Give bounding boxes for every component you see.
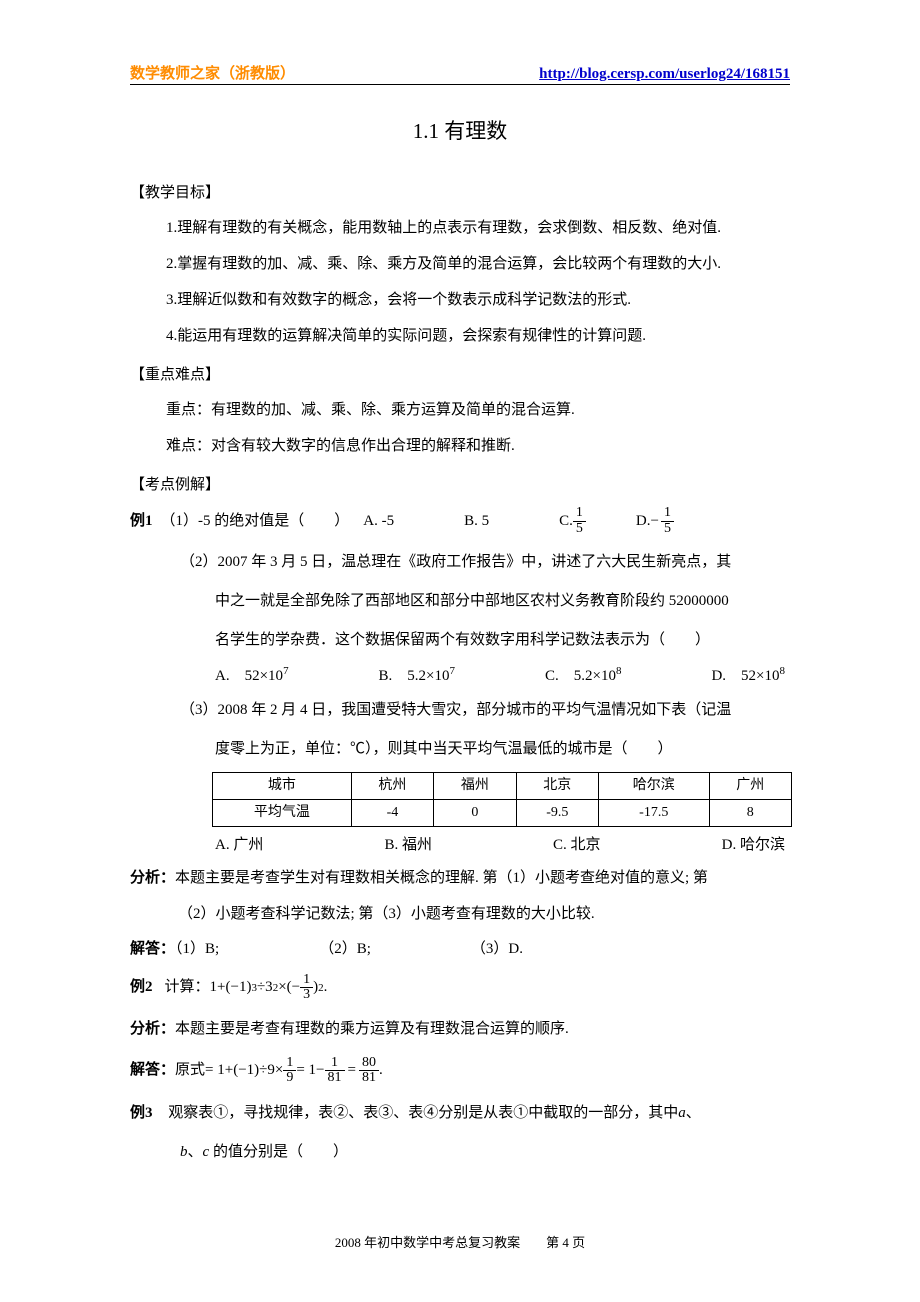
analysis1-cont: （2）小题考查科学记数法; 第（3）小题考查有理数的大小比较. [130,899,790,929]
header-left: 数学教师之家（浙教版） [130,62,295,86]
q2-line3: 名学生的学杂费．这个数据保留两个有效数字用科学记数法表示为（ ） [130,624,790,657]
chapter-title: 1.1 有理数 [130,115,790,149]
q1-optC: C. 15 [559,505,586,538]
answer1: 解答：（1）B; （2）B; （3）D. [130,937,790,961]
q1-optB: B. 5 [464,505,489,538]
example3-label: 例3 [130,1105,153,1121]
q1-optA: A. -5 [363,505,394,538]
example2-label: 例2 [130,971,153,1004]
solve2: 解答： 原式 = 1+(−1)÷9× 19 = 1− 181 = 8081 . [130,1054,790,1087]
analysis2-label: 分析： [130,1021,175,1037]
objective-1: 1.理解有理数的有关概念，能用数轴上的点表示有理数，会求倒数、相反数、绝对值. [130,213,790,243]
objective-2: 2.掌握有理数的加、减、乘、除、乘方及简单的混合运算，会比较两个有理数的大小. [130,249,790,279]
q2-optA: A. 52×107 [215,663,289,688]
q1-stem: （1）-5 的绝对值是（ ） [161,505,350,538]
q3-optB: B. 福州 [384,833,432,857]
table-row: 平均气温-40-9.5-17.58 [213,799,792,826]
q3-line2: 度零上为正，单位：℃），则其中当天平均气温最低的城市是（ ） [130,733,790,766]
q3-optD: D. 哈尔滨 [722,833,785,857]
solve2-label: 解答： [130,1054,175,1087]
example3: 例3 观察表①，寻找规律，表②、表③、表④分别是从表①中截取的一部分，其中a、 [130,1097,790,1130]
q2-options: A. 52×107 B. 5.2×107 C. 5.2×108 D. 52×10… [215,663,785,688]
temperature-table: 城市杭州福州北京哈尔滨广州 平均气温-40-9.5-17.58 [212,772,792,828]
header-rule [130,84,790,85]
q3-optC: C. 北京 [553,833,601,857]
example1-q1: 例1 （1）-5 的绝对值是（ ） A. -5 B. 5 C. 15 D. −1… [130,505,790,538]
analysis1: 分析：本题主要是考查学生对有理数相关概念的理解. 第（1）小题考查绝对值的意义;… [130,863,790,893]
example3-cont: b、c 的值分别是（ ） [130,1136,790,1169]
q3-options: A. 广州 B. 福州 C. 北京 D. 哈尔滨 [215,833,785,857]
objective-4: 4.能运用有理数的运算解决简单的实际问题，会探索有规律性的计算问题. [130,321,790,351]
q2-optB: B. 5.2×107 [379,663,455,688]
examples-heading: 【考点例解】 [130,473,790,497]
example2: 例2 计算： 1+(−1)3 ÷32 ×(− 13 )2 . [130,971,790,1004]
q2-line2: 中之一就是全部免除了西部地区和部分中部地区农村义务教育阶段约 52000000 [130,585,790,618]
page-footer: 2008 年初中数学中考总复习教案 第 4 页 [0,1233,920,1254]
q1-optD: D. −15 [636,505,674,538]
q3-line1: （3）2008 年 2 月 4 日，我国遭受特大雪灾，部分城市的平均气温情况如下… [130,694,790,727]
keys-heading: 【重点难点】 [130,363,790,387]
answer-label: 解答： [130,941,175,957]
analysis2: 分析：本题主要是考查有理数的乘方运算及有理数混合运算的顺序. [130,1014,790,1044]
table-row: 城市杭州福州北京哈尔滨广州 [213,772,792,799]
q2-optC: C. 5.2×108 [545,663,621,688]
objective-3: 3.理解近似数和有效数字的概念，会将一个数表示成科学记数法的形式. [130,285,790,315]
key-point: 重点：有理数的加、减、乘、除、乘方运算及简单的混合运算. [130,395,790,425]
analysis-label: 分析： [130,870,175,886]
q2-optD: D. 52×108 [711,663,785,688]
q2-line1: （2）2007 年 3 月 5 日，温总理在《政府工作报告》中，讲述了六大民生新… [130,546,790,579]
objectives-heading: 【教学目标】 [130,181,790,205]
header-right-link[interactable]: http://blog.cersp.com/userlog24/168151 [539,62,790,86]
q3-optA: A. 广州 [215,833,263,857]
difficulty-point: 难点：对含有较大数字的信息作出合理的解释和推断. [130,431,790,461]
example1-label: 例1 [130,505,153,538]
